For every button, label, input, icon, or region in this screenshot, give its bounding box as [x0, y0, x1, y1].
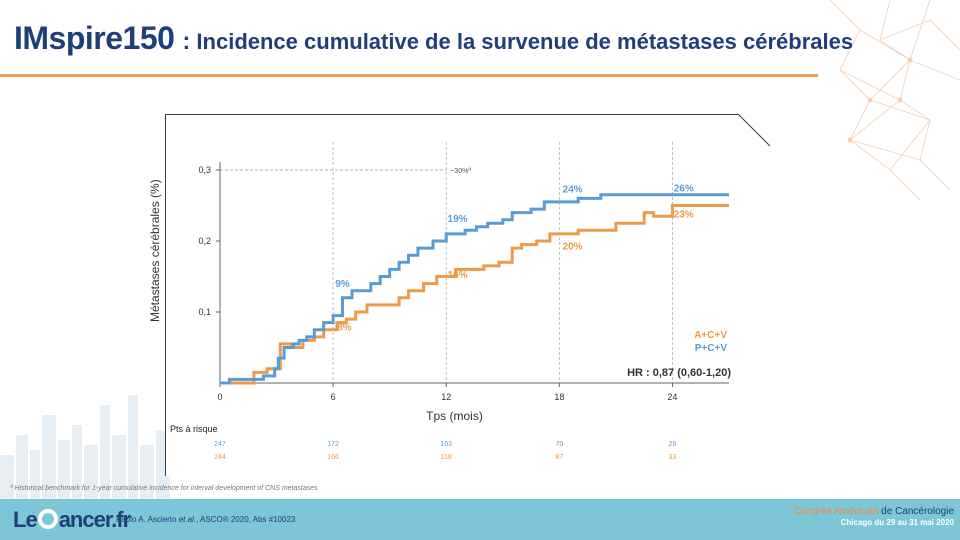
y-tick-label: 0,2: [198, 236, 211, 246]
data-label: 9%: [335, 279, 350, 290]
data-label: 8%: [337, 322, 352, 333]
x-tick-label: 6: [331, 392, 336, 402]
congress-banner: Congrès Américain de Cancérologie Chicag…: [794, 506, 954, 527]
x-tick-label: 0: [217, 392, 222, 402]
risk-table-cell: 172: [327, 441, 339, 448]
risk-table-cell: 26: [669, 441, 677, 448]
risk-table-cell: 70: [555, 441, 563, 448]
series-line-pcv: [220, 193, 729, 385]
risk-table-title: Pts à risque: [170, 424, 218, 434]
logo-text-left: Le: [13, 507, 38, 532]
footnote: ª Historical benchmark for 1-year cumula…: [10, 485, 318, 492]
lecancer-logo[interactable]: Le ancer.fr: [13, 507, 131, 533]
x-axis-label: Tps (mois): [426, 409, 483, 423]
x-tick-label: 24: [667, 392, 677, 402]
logo-text-right: ancer.fr: [58, 507, 131, 532]
congress-dates: Chicago du 29 au 31 mai 2020: [840, 518, 954, 527]
legend-entry: A+C+V: [694, 330, 727, 341]
legend-entry: P+C+V: [695, 343, 728, 354]
skyline-decoration: [0, 395, 170, 499]
title-separator: :: [182, 28, 191, 55]
y-tick-label: 0,3: [198, 165, 211, 175]
risk-table-cell: 118: [441, 454, 452, 461]
risk-table-cell: 244: [214, 454, 226, 461]
congress-name: Congrès Américain de Cancérologie: [794, 506, 954, 517]
benchmark-label: ~30%ª: [450, 168, 471, 175]
congress-name-b: de Cancérologie: [881, 506, 954, 517]
risk-table-cell: 247: [214, 441, 226, 448]
data-label: 24%: [563, 185, 583, 196]
data-label: 26%: [674, 183, 694, 194]
hazard-ratio-label: HR : 0,87 (0,60-1,20): [627, 367, 731, 379]
risk-table-cell: 166: [327, 454, 339, 461]
series-line-acv: [220, 204, 729, 385]
risk-table-cell: 103: [440, 441, 452, 448]
x-tick-label: 18: [554, 392, 564, 402]
title-underline: [0, 74, 818, 77]
risk-table-cell: 87: [555, 454, 563, 461]
x-tick-label: 12: [441, 392, 451, 402]
footer-band: [0, 499, 960, 540]
y-tick-label: 0,1: [198, 307, 211, 317]
logo-c-icon: [37, 509, 58, 529]
title-subtitle: Incidence cumulative de la survenue de m…: [196, 29, 854, 54]
congress-name-a: Congrès Américain: [793, 506, 879, 517]
citation: Paolo A. Ascierto et al., ASCO® 2020, Ab…: [116, 515, 295, 524]
data-label: 23%: [674, 210, 694, 221]
data-label: 16%: [448, 270, 468, 281]
title-main: IMspire150: [14, 20, 175, 56]
geometric-face-decoration: [829, 0, 960, 200]
panel-folded-corner: [737, 113, 771, 147]
chart-panel: [165, 114, 769, 476]
citation-source: , ASCO® 2020, Abs #10023: [196, 515, 296, 524]
citation-authors: Paolo A. Ascierto: [116, 515, 179, 524]
citation-etal: et al.: [178, 515, 197, 524]
data-label: 20%: [563, 242, 583, 253]
page-title: IMspire150: Incidence cumulative de la su…: [14, 20, 853, 57]
data-label: 19%: [448, 214, 468, 225]
risk-table-cell: 33: [669, 454, 677, 461]
y-axis-label: Métastases cérébrales (%): [148, 179, 162, 322]
